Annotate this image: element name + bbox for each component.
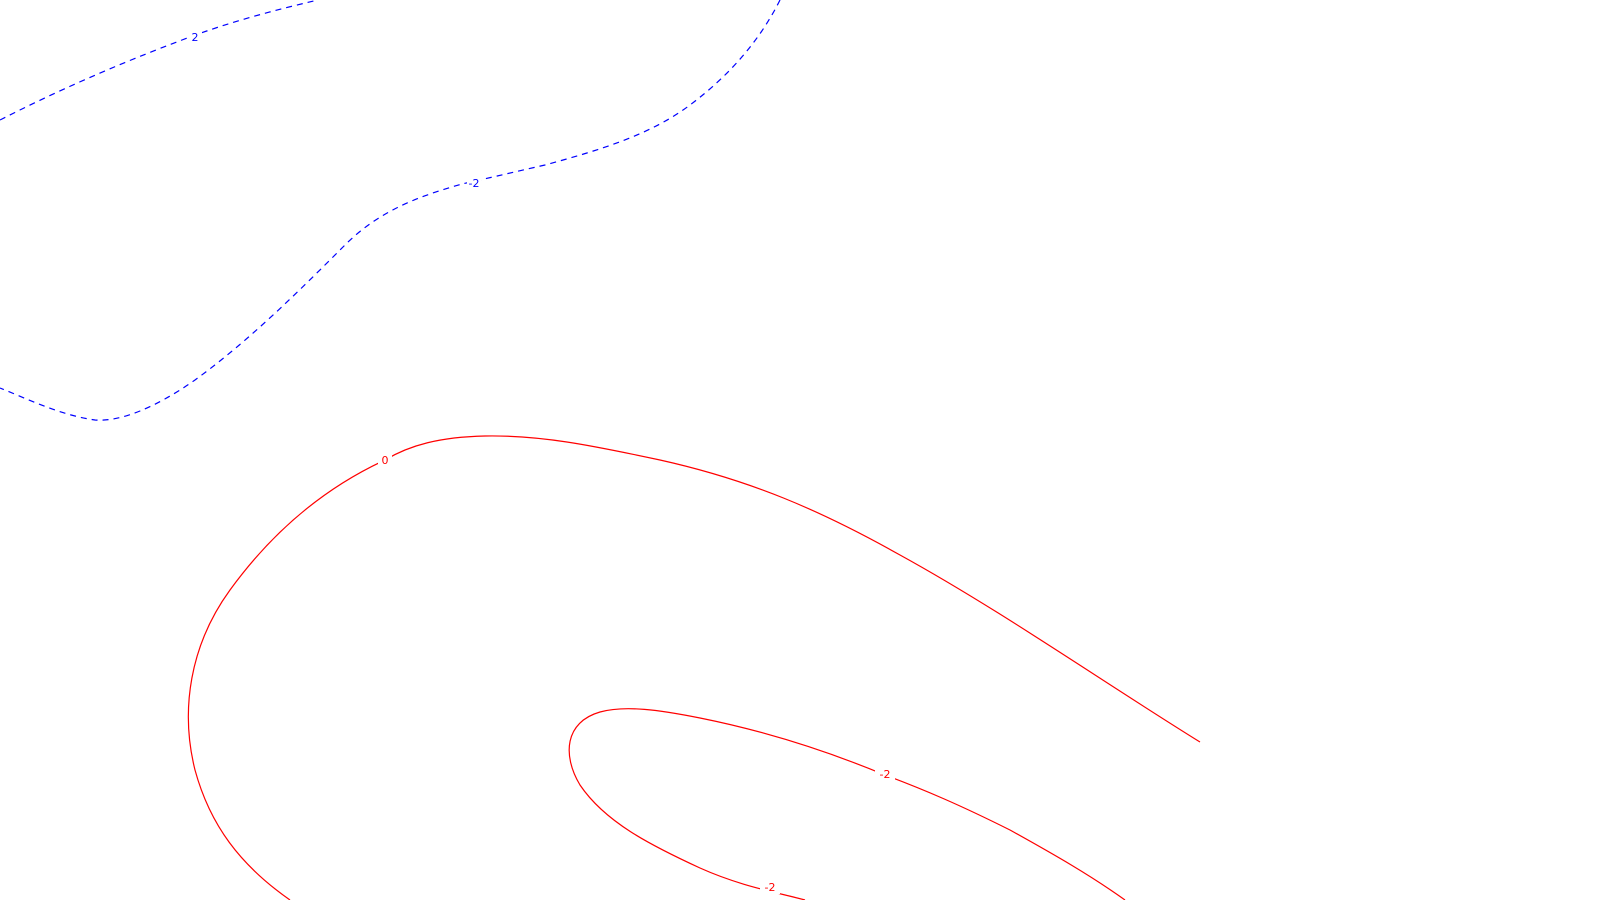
contour-labels: 2 -2 0 -2 -2 xyxy=(188,31,895,894)
contour-label-middle: -2 xyxy=(469,177,480,190)
contour-line-minus-two xyxy=(568,708,1126,900)
contour-line-upper xyxy=(0,0,319,121)
contour-line-middle xyxy=(0,0,781,421)
contour-label-minus-two-b: -2 xyxy=(765,881,776,894)
contour-line-zero xyxy=(187,435,1201,900)
contour-label-upper: 2 xyxy=(192,31,199,44)
label-background xyxy=(760,881,780,894)
contour-label-zero: 0 xyxy=(382,454,389,467)
label-background xyxy=(378,455,392,468)
label-background xyxy=(188,31,202,44)
label-background xyxy=(467,177,481,190)
label-background xyxy=(875,768,895,781)
contour-label-minus-two-a: -2 xyxy=(880,768,891,781)
